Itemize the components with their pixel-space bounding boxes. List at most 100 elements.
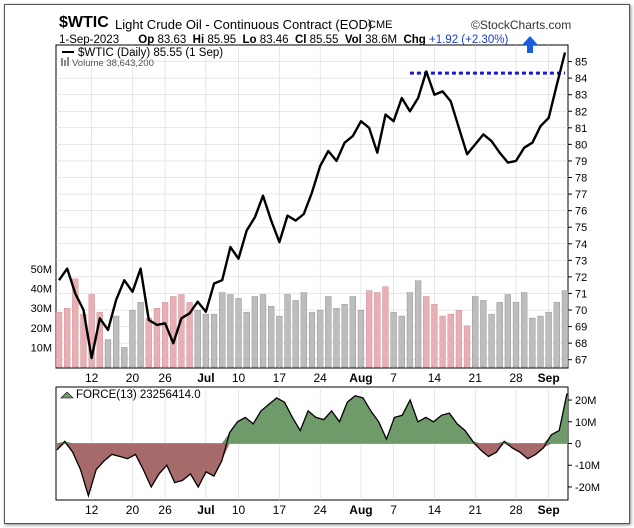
volume-bar [178,294,185,368]
x-tick-label: 26 [158,371,172,385]
volume-bar [357,309,365,368]
volume-bar [447,313,454,368]
low-value: 83.46 [259,34,289,46]
price-tick-label: 82 [575,106,587,118]
volume-legend-icon [64,60,66,66]
price-tick-label: 77 [575,189,587,201]
price-tick-label: 73 [575,255,587,267]
volume-axis-label: 40M [31,284,52,296]
x-tick-label: 24 [313,503,327,517]
price-tick-label: 68 [575,338,587,350]
price-tick-label: 80 [575,139,587,151]
volume-bar [496,302,503,368]
price-tick-label: 76 [575,206,587,218]
volume-bar [423,296,430,368]
chart-description: Light Crude Oil - Continuous Contract (E… [115,17,373,32]
price-line [58,52,567,360]
x-tick-label: 10 [232,503,246,517]
x-tick-label: 28 [509,503,523,517]
volume-bar [325,296,332,368]
volume-bar [365,290,373,368]
x-tick-label: 20 [126,503,140,517]
volume-bar [161,302,169,368]
x-tick-label: 7 [390,503,397,517]
x-tick-label: 7 [390,371,397,385]
volume-bar [317,309,324,368]
x-tick-label: 20 [126,371,140,385]
volume-bar [227,294,234,368]
force-line [56,393,568,498]
volume-bar [521,292,528,368]
volume-bar [259,294,267,368]
x-tick-label: Jul [197,503,214,517]
volume-bar [488,313,495,368]
volume-bar [512,302,520,368]
x-tick-label: 14 [428,503,442,517]
volume-bar [194,309,201,368]
volume-bar [414,280,422,368]
price-tick-label: 70 [575,305,587,317]
price-tick-label: 84 [575,73,587,85]
volume-bar [145,317,152,368]
price-tick-label: 78 [575,173,587,185]
chart-symbol: $WTIC [59,14,109,31]
volume-bar [72,278,79,368]
high-value: 85.95 [207,34,237,46]
volume-bar [121,347,128,368]
volume-bar [308,311,316,368]
x-tick-label: 21 [469,503,483,517]
volume-bar [202,313,210,368]
price-tick-label: 67 [575,355,587,367]
x-tick-label: 26 [158,503,172,517]
price-tick-label: 75 [575,222,587,234]
volume-bar [276,315,283,368]
volume-bar [398,315,405,368]
volume-bar [219,292,226,368]
volume-bar [349,296,356,368]
volume-bar [300,292,307,368]
force-tick-label: -20M [575,482,600,494]
volume-bar [137,302,144,368]
force-tick-label: 0 [575,439,581,451]
volume-bar [112,315,120,368]
stockcharts-logo: ©StockCharts.com [471,18,572,32]
volume-bar [472,296,479,368]
volume-bar [88,294,95,368]
volume-legend-icon [61,58,63,66]
high-label: Hi [192,34,205,46]
volume-bar [406,292,414,368]
x-tick-label: Jul [197,371,214,385]
open-value: 83.63 [157,34,187,46]
volume-bar [333,308,340,368]
volume-bar [64,308,71,368]
low-label: Lo [242,34,257,46]
x-tick-label: 24 [313,371,327,385]
volume-bar [390,311,397,368]
volume-bar [504,294,512,368]
x-tick-label: 17 [273,503,287,517]
price-tick-label: 81 [575,123,587,135]
volume-axis-label: 30M [31,303,52,315]
volume-bar [104,339,112,368]
price-tick-label: 83 [575,90,587,102]
change-label: Chg [403,34,426,46]
x-tick-label: 28 [509,371,523,385]
x-tick-label: 14 [428,371,442,385]
x-tick-label: Sep [538,371,560,385]
volume-bar [235,298,242,368]
volume-axis-label: 10M [31,342,52,354]
volume-bar [463,325,471,368]
volume-bar [382,286,389,368]
force-legend: FORCE(13) 23256414.0 [76,389,201,401]
volume-bar [284,294,291,368]
volume-bar [251,296,259,368]
volume-bar [341,304,348,368]
change-value: +1.92 (+2.30%) [429,34,509,46]
x-tick-label: Aug [349,503,372,517]
open-label: Op [138,34,155,46]
force-positive-area [57,393,567,444]
volume-bar [553,302,560,368]
volume-bar [561,290,569,368]
volume-legend-icon [67,57,69,66]
price-tick-label: 79 [575,156,587,168]
